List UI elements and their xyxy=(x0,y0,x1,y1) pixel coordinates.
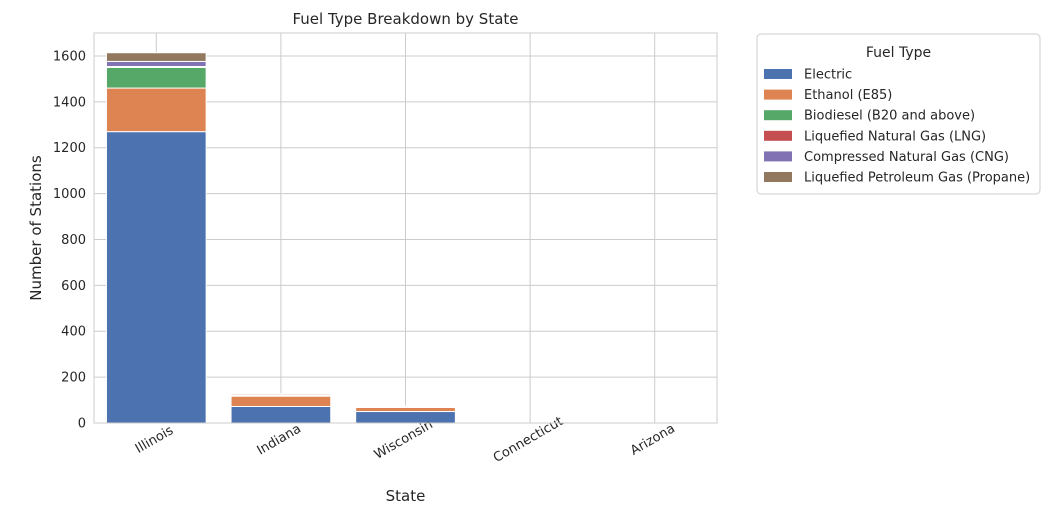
x-axis-title: State xyxy=(386,487,426,505)
bar-segment-ethanol-e85-indiana xyxy=(230,395,332,407)
x-tick-label: Arizona xyxy=(628,421,678,458)
y-tick-label: 0 xyxy=(78,417,86,432)
y-tick-label: 1200 xyxy=(53,141,86,156)
legend-label: Electric xyxy=(804,68,852,83)
bar-segment-electric-illinois xyxy=(105,131,207,424)
plot-area: 0 200 400 600 800 1000 1200 1400 1600 Illinois Ind… xyxy=(53,32,718,466)
y-tick-label: 200 xyxy=(61,371,86,386)
y-tick-label: 1400 xyxy=(53,95,86,110)
bar-segment-ethanol-e85-wisconsin xyxy=(355,406,456,413)
bar-segment-electric-wisconsin xyxy=(355,411,456,424)
y-tick-label: 1000 xyxy=(53,187,86,202)
bar-segment-liquefied-petroleum-gas-propane-indiana xyxy=(230,393,332,396)
bar-segment-electric-indiana xyxy=(230,405,332,424)
y-tick-label: 1600 xyxy=(53,49,86,64)
bar-segment-biodiesel-b20-and-above-illinois xyxy=(105,66,207,89)
legend-title: Fuel Type xyxy=(866,45,931,61)
legend-swatch xyxy=(764,172,792,182)
legend-label: Ethanol (E85) xyxy=(804,88,892,103)
legend: Fuel Type Electric Ethanol (E85) Biodiesel… xyxy=(756,33,1041,195)
y-tick-label: 400 xyxy=(61,325,86,340)
legend-swatch xyxy=(764,69,792,79)
legend-label: Compressed Natural Gas (CNG) xyxy=(804,150,1009,165)
legend-swatch xyxy=(764,89,792,100)
plot-frame xyxy=(93,32,718,424)
bar-segment-compressed-natural-gas-cng-illinois xyxy=(105,60,207,67)
x-tick-label: Illinois xyxy=(133,423,176,457)
legend-swatch xyxy=(764,151,792,162)
legend-label: Biodiesel (B20 and above) xyxy=(804,109,975,124)
x-tick-label: Indiana xyxy=(255,421,304,458)
bar-segment-ethanol-e85-illinois xyxy=(105,87,207,133)
y-axis-title: Number of Stations xyxy=(27,155,45,301)
legend-label: Liquefied Petroleum Gas (Propane) xyxy=(804,171,1030,186)
chart-title: Fuel Type Breakdown by State xyxy=(292,10,518,28)
legend-frame xyxy=(756,33,1041,195)
legend-label: Liquefied Natural Gas (LNG) xyxy=(804,129,986,144)
y-tick-label: 600 xyxy=(61,279,86,294)
y-tick-label: 800 xyxy=(61,233,86,248)
x-tick-label: Wisconsin xyxy=(372,417,436,462)
bar-segment-liquefied-petroleum-gas-propane-wisconsin xyxy=(355,405,456,408)
bar-segment-liquefied-petroleum-gas-propane-illinois xyxy=(105,52,207,62)
legend-swatch xyxy=(764,110,792,121)
legend-swatch xyxy=(764,130,792,141)
